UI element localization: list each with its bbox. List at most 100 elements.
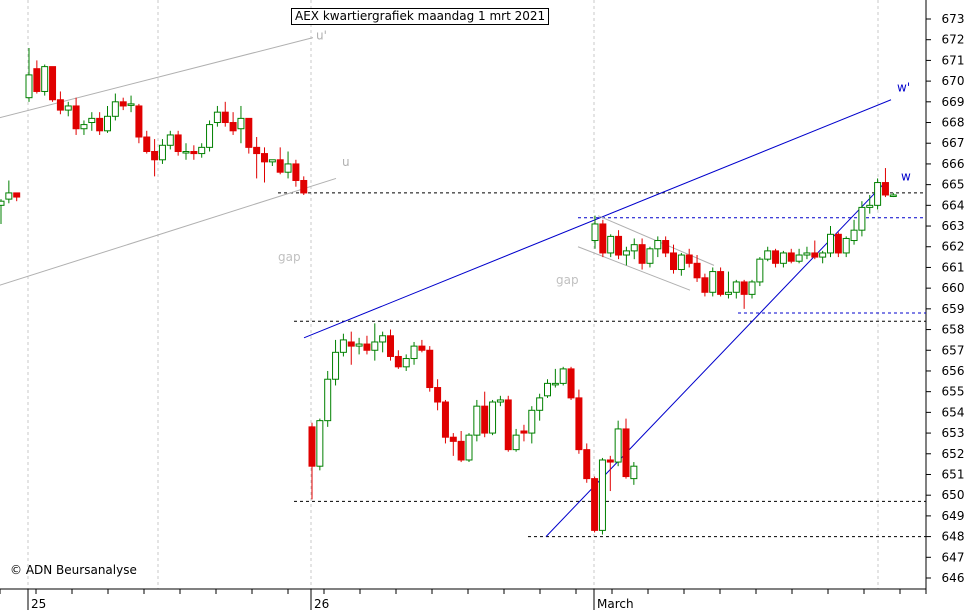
candle-down — [740, 281, 748, 295]
annotation-label: u — [342, 155, 350, 169]
candle-up — [237, 117, 245, 130]
annotation-label: w' — [897, 80, 910, 94]
y-tick-label: 664 — [942, 198, 965, 212]
candle-down — [787, 252, 795, 262]
candle-down — [449, 436, 457, 442]
candle-down — [441, 401, 449, 438]
candle-up — [551, 382, 559, 386]
candle-up — [748, 281, 756, 295]
y-tick-label: 672 — [942, 33, 965, 47]
candle-up — [166, 134, 174, 146]
candle-up — [402, 358, 410, 368]
candle-down — [881, 182, 889, 196]
candle-down — [418, 345, 426, 351]
candle-down — [221, 111, 229, 124]
candle-down — [693, 262, 701, 279]
candle-up — [607, 235, 615, 254]
candle-up — [496, 399, 504, 403]
candle-down — [599, 223, 607, 254]
candle-up — [724, 291, 732, 295]
candle-up — [544, 382, 551, 397]
y-tick-label: 649 — [942, 509, 965, 523]
candle-down — [49, 66, 57, 101]
candle-up — [677, 254, 685, 271]
candle-up — [182, 151, 190, 154]
candle-down — [143, 136, 151, 153]
x-tick-label: March — [597, 597, 634, 610]
candle-up — [842, 237, 850, 254]
annotation-label: u' — [316, 29, 327, 43]
annotation-label: gap — [556, 273, 579, 287]
candle-up — [111, 101, 119, 117]
candle-down — [174, 134, 182, 153]
candle-up — [316, 420, 324, 467]
candle-up — [512, 434, 520, 451]
candle-up — [332, 351, 340, 380]
candle-up — [379, 335, 387, 343]
candle-up — [284, 163, 292, 173]
y-tick-label: 660 — [942, 281, 965, 295]
copyright-label: © ADN Beursanalyse — [10, 563, 137, 577]
candle-up — [795, 254, 803, 262]
channel-line — [577, 246, 691, 291]
candle-down — [261, 153, 268, 163]
candle-down — [772, 250, 780, 264]
y-tick-label: 652 — [942, 447, 965, 461]
y-tick-label: 653 — [942, 426, 965, 440]
candle-down — [606, 459, 614, 463]
candle-up — [559, 368, 567, 384]
y-tick-label: 655 — [942, 385, 965, 399]
candle-up — [41, 66, 49, 92]
candle-up — [339, 339, 347, 353]
plot-area — [0, 0, 926, 589]
candle-up — [5, 192, 13, 200]
candle-up — [622, 250, 630, 256]
candle-down — [13, 192, 21, 198]
candle-down — [253, 146, 261, 155]
y-tick-label: 659 — [942, 302, 965, 316]
candle-up — [764, 250, 772, 260]
candle-up — [371, 341, 379, 351]
candle-down — [347, 341, 355, 347]
candle-up — [646, 248, 654, 264]
candle-down — [245, 117, 253, 148]
candle-up — [889, 194, 897, 197]
candle-up — [80, 124, 88, 130]
chart-title: AEX kwartiergrafiek maandag 1 mrt 2021 — [291, 8, 550, 25]
candle-down — [685, 254, 693, 264]
candle-down — [662, 240, 670, 254]
candle-up — [213, 111, 221, 124]
candle-up — [827, 233, 834, 254]
y-tick-label: 666 — [942, 157, 965, 171]
candle-down — [308, 426, 316, 467]
y-tick-label: 665 — [942, 178, 965, 192]
candle-down — [575, 397, 583, 451]
candle-up — [473, 405, 481, 436]
candle-down — [457, 440, 465, 461]
candle-down — [670, 252, 677, 271]
candle-up — [104, 115, 111, 132]
channel-line — [0, 177, 337, 286]
candle-down — [567, 368, 575, 399]
y-tick-label: 670 — [942, 74, 965, 88]
candle-up — [355, 343, 363, 347]
candle-up — [756, 258, 764, 283]
y-tick-label: 673 — [942, 12, 965, 26]
y-tick-label: 654 — [942, 405, 965, 419]
candle-down — [394, 355, 402, 368]
candle-down — [717, 271, 725, 295]
candle-up — [465, 434, 473, 461]
x-tick-label: 25 — [31, 597, 46, 610]
candle-down — [583, 449, 591, 480]
y-tick-label: 663 — [942, 219, 965, 233]
candle-down — [276, 159, 284, 173]
candle-up — [268, 159, 276, 163]
candle-down — [292, 163, 300, 181]
candle-down — [504, 399, 512, 451]
annotation-label: gap — [278, 250, 301, 264]
candle-up — [803, 252, 811, 256]
y-tick-label: 662 — [942, 240, 965, 254]
candle-up — [324, 378, 332, 422]
candle-down — [96, 117, 104, 132]
